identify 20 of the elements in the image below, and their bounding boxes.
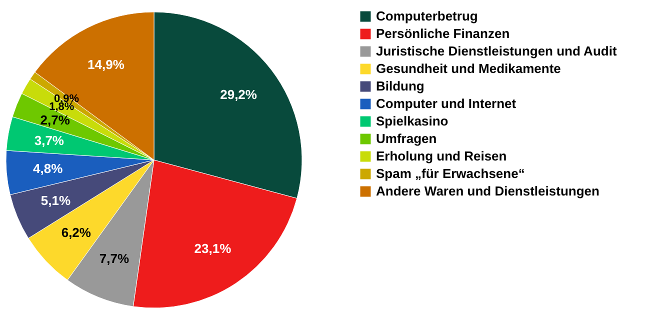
data-label: 23,1% <box>194 240 232 256</box>
data-label: 7,7% <box>99 250 130 266</box>
data-label: 4,8% <box>33 161 64 176</box>
legend-label: Andere Waren und Dienstleistungen <box>376 184 600 198</box>
data-label: 5,1% <box>40 193 71 208</box>
legend-label: Umfragen <box>376 131 437 146</box>
data-label: 14,9% <box>88 56 125 72</box>
legend-label: Erholung und Reisen <box>376 148 507 164</box>
data-label: 6,2% <box>61 224 92 240</box>
legend-label: Computerbetrug <box>376 8 478 24</box>
legend-label: Gesundheit und Medikamente <box>376 61 561 76</box>
legend-label: Juristische Dienstleistungen und Audit <box>376 44 618 58</box>
legend-label: Persönliche Finanzen <box>376 26 510 41</box>
data-label: 3,7% <box>34 132 64 148</box>
legend-label: Spielkasino <box>376 114 448 128</box>
legend-label: Spam „für Erwachsene“ <box>376 166 525 181</box>
legend-label: Bildung <box>376 78 424 94</box>
legend-label: Computer und Internet <box>376 96 517 111</box>
data-label: 29,2% <box>220 87 258 102</box>
data-label: 2,7% <box>40 112 70 128</box>
